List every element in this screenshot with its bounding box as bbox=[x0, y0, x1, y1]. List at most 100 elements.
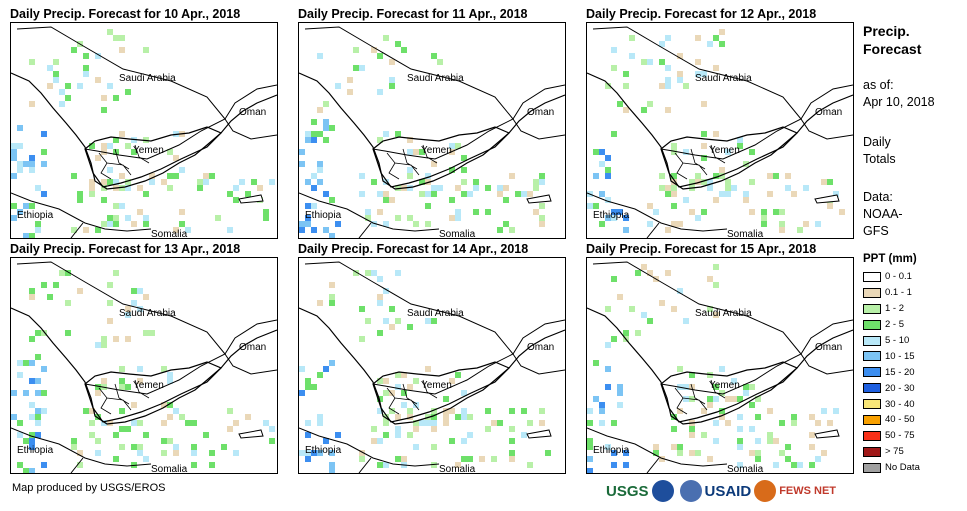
precip-cell bbox=[41, 366, 47, 372]
partner-logos: USGS USAID FEWS NET bbox=[606, 478, 836, 504]
precip-cell bbox=[749, 179, 755, 185]
precip-cell bbox=[539, 179, 545, 185]
legend-label: 50 - 75 bbox=[885, 430, 915, 442]
label-oman: Oman bbox=[815, 342, 843, 353]
precip-cell bbox=[497, 191, 503, 197]
precip-cell bbox=[665, 191, 671, 197]
precip-cell bbox=[11, 149, 17, 155]
precip-cell bbox=[173, 173, 179, 179]
precip-cell bbox=[677, 288, 683, 294]
seal-logo bbox=[679, 480, 702, 502]
precip-cell bbox=[665, 227, 671, 233]
precip-cell bbox=[623, 83, 629, 89]
precip-cell bbox=[119, 444, 125, 450]
precip-cell bbox=[383, 131, 389, 137]
precip-cell bbox=[737, 426, 743, 432]
precip-cell bbox=[149, 330, 155, 336]
precip-cell bbox=[23, 360, 29, 366]
precip-cell bbox=[269, 426, 275, 432]
precip-cell bbox=[647, 203, 653, 209]
fewsnet-emblem bbox=[754, 480, 777, 502]
precip-cell bbox=[431, 420, 437, 426]
precip-cell bbox=[767, 191, 773, 197]
precip-cell bbox=[617, 101, 623, 107]
precip-cell bbox=[269, 438, 275, 444]
precip-cell bbox=[599, 149, 605, 155]
precip-cell bbox=[395, 456, 401, 462]
label-somalia: Somalia bbox=[727, 464, 764, 474]
precip-cell bbox=[431, 161, 437, 167]
precip-cell bbox=[305, 456, 311, 462]
legend-item: No Data bbox=[863, 460, 963, 476]
precip-cell bbox=[527, 462, 533, 468]
precip-cell bbox=[611, 450, 617, 456]
precip-cell bbox=[695, 71, 701, 77]
precip-cell bbox=[737, 137, 743, 143]
precip-cell bbox=[407, 414, 413, 420]
precip-cell bbox=[17, 143, 23, 149]
precip-cell bbox=[629, 306, 635, 312]
precip-cell bbox=[311, 185, 317, 191]
precip-cell bbox=[635, 270, 641, 276]
precip-cell bbox=[359, 191, 365, 197]
precip-cell bbox=[809, 444, 815, 450]
precip-cell bbox=[83, 65, 89, 71]
precip-cell bbox=[383, 179, 389, 185]
precip-cell bbox=[185, 227, 191, 233]
precip-cell bbox=[113, 221, 119, 227]
precip-cell bbox=[725, 179, 731, 185]
precip-cell bbox=[743, 191, 749, 197]
precip-cell bbox=[11, 173, 17, 179]
precip-cell bbox=[671, 149, 677, 155]
precip-cell bbox=[119, 47, 125, 53]
precip-cell bbox=[695, 179, 701, 185]
precip-cell bbox=[41, 161, 47, 167]
precip-cell bbox=[407, 215, 413, 221]
map-graphic bbox=[299, 261, 565, 473]
label-yemen: Yemen bbox=[133, 380, 164, 391]
label-saudi-arabia: Saudi Arabia bbox=[119, 308, 176, 319]
precip-cell bbox=[425, 318, 431, 324]
precip-cell bbox=[413, 402, 419, 408]
precip-cell bbox=[377, 378, 383, 384]
precip-cell bbox=[647, 59, 653, 65]
precip-cell bbox=[587, 438, 593, 444]
precip-cell bbox=[41, 131, 47, 137]
precip-cell bbox=[485, 209, 491, 215]
precip-cell bbox=[431, 53, 437, 59]
precip-cell bbox=[473, 179, 479, 185]
precip-cell bbox=[29, 360, 35, 366]
precip-cell bbox=[605, 167, 611, 173]
precip-cell bbox=[629, 53, 635, 59]
noaa-logo bbox=[651, 480, 674, 502]
legend-label: 20 - 30 bbox=[885, 382, 915, 394]
precip-cell bbox=[119, 426, 125, 432]
precip-cell bbox=[329, 300, 335, 306]
precip-cell bbox=[161, 179, 167, 185]
precip-cell bbox=[701, 432, 707, 438]
precip-cell bbox=[113, 336, 119, 342]
precip-cell bbox=[377, 89, 383, 95]
panel-title: Daily Precip. Forecast for 11 Apr., 2018 bbox=[298, 7, 528, 21]
precip-cell bbox=[749, 426, 755, 432]
precip-cell bbox=[29, 203, 35, 209]
label-ethiopia: Ethiopia bbox=[593, 210, 630, 221]
precip-cell bbox=[395, 185, 401, 191]
precip-cell bbox=[659, 173, 665, 179]
precip-cell bbox=[737, 462, 743, 468]
precip-cell bbox=[35, 330, 41, 336]
precip-cell bbox=[689, 179, 695, 185]
legend-swatch bbox=[863, 383, 881, 394]
precip-cell bbox=[407, 185, 413, 191]
usaid-logo: USAID bbox=[704, 482, 752, 500]
precip-cell bbox=[113, 179, 119, 185]
label-ethiopia: Ethiopia bbox=[593, 445, 630, 456]
precip-cell bbox=[335, 432, 341, 438]
precip-cell bbox=[233, 420, 239, 426]
precip-cell bbox=[593, 396, 599, 402]
precip-cell bbox=[455, 185, 461, 191]
precip-cell bbox=[191, 450, 197, 456]
map-graphic bbox=[299, 26, 565, 238]
precip-cell bbox=[755, 456, 761, 462]
precip-cell bbox=[29, 378, 35, 384]
